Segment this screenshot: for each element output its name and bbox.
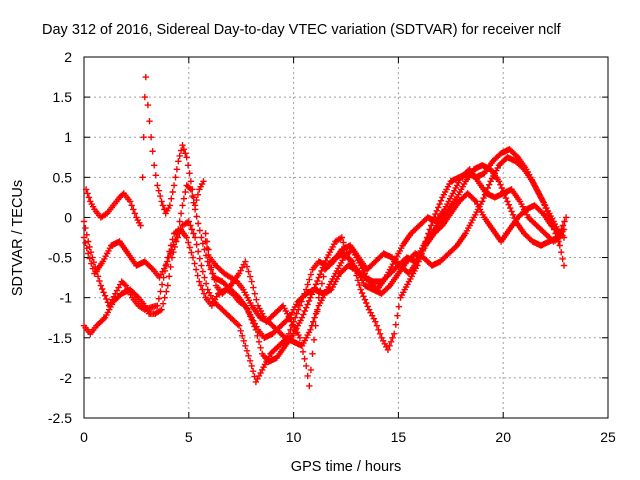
y-tick-label: 0.5: [53, 169, 73, 185]
x-tick-label: 10: [286, 429, 302, 445]
y-tick-label: -2.5: [48, 410, 72, 426]
y-tick-label: 1: [64, 129, 72, 145]
data-markers: [80, 146, 568, 386]
series-track-4: [82, 73, 563, 349]
y-tick-label: -2: [60, 370, 73, 386]
x-tick-label: 25: [600, 429, 616, 445]
data-points: [80, 73, 570, 390]
x-axis-label: GPS time / hours: [291, 459, 401, 475]
series-track-5: [202, 190, 570, 390]
y-axis-label: SDTVAR / TECUs: [10, 180, 26, 296]
x-tick-label: 15: [391, 429, 407, 445]
y-tick-label: 1.5: [53, 89, 73, 105]
y-tick-label: -0.5: [48, 250, 72, 266]
y-tick-label: -1.5: [48, 330, 72, 346]
x-tick-label: 0: [80, 429, 88, 445]
x-tick-label: 5: [185, 429, 193, 445]
data-markers: [82, 73, 563, 349]
chart-title: Day 312 of 2016, Sidereal Day-to-day VTE…: [42, 22, 562, 38]
data-markers: [202, 190, 570, 390]
x-tick-label: 20: [495, 429, 511, 445]
series-track-3: [80, 146, 568, 386]
y-tick-label: 2: [64, 49, 72, 65]
y-tick-label: -1: [60, 290, 73, 306]
axis-ticks: 0 5 10 15 20 25 2 1.5 1 0.5 0 -0.5 -1 -1.5 -2 -2.5: [48, 49, 616, 445]
y-tick-label: 0: [64, 209, 72, 225]
